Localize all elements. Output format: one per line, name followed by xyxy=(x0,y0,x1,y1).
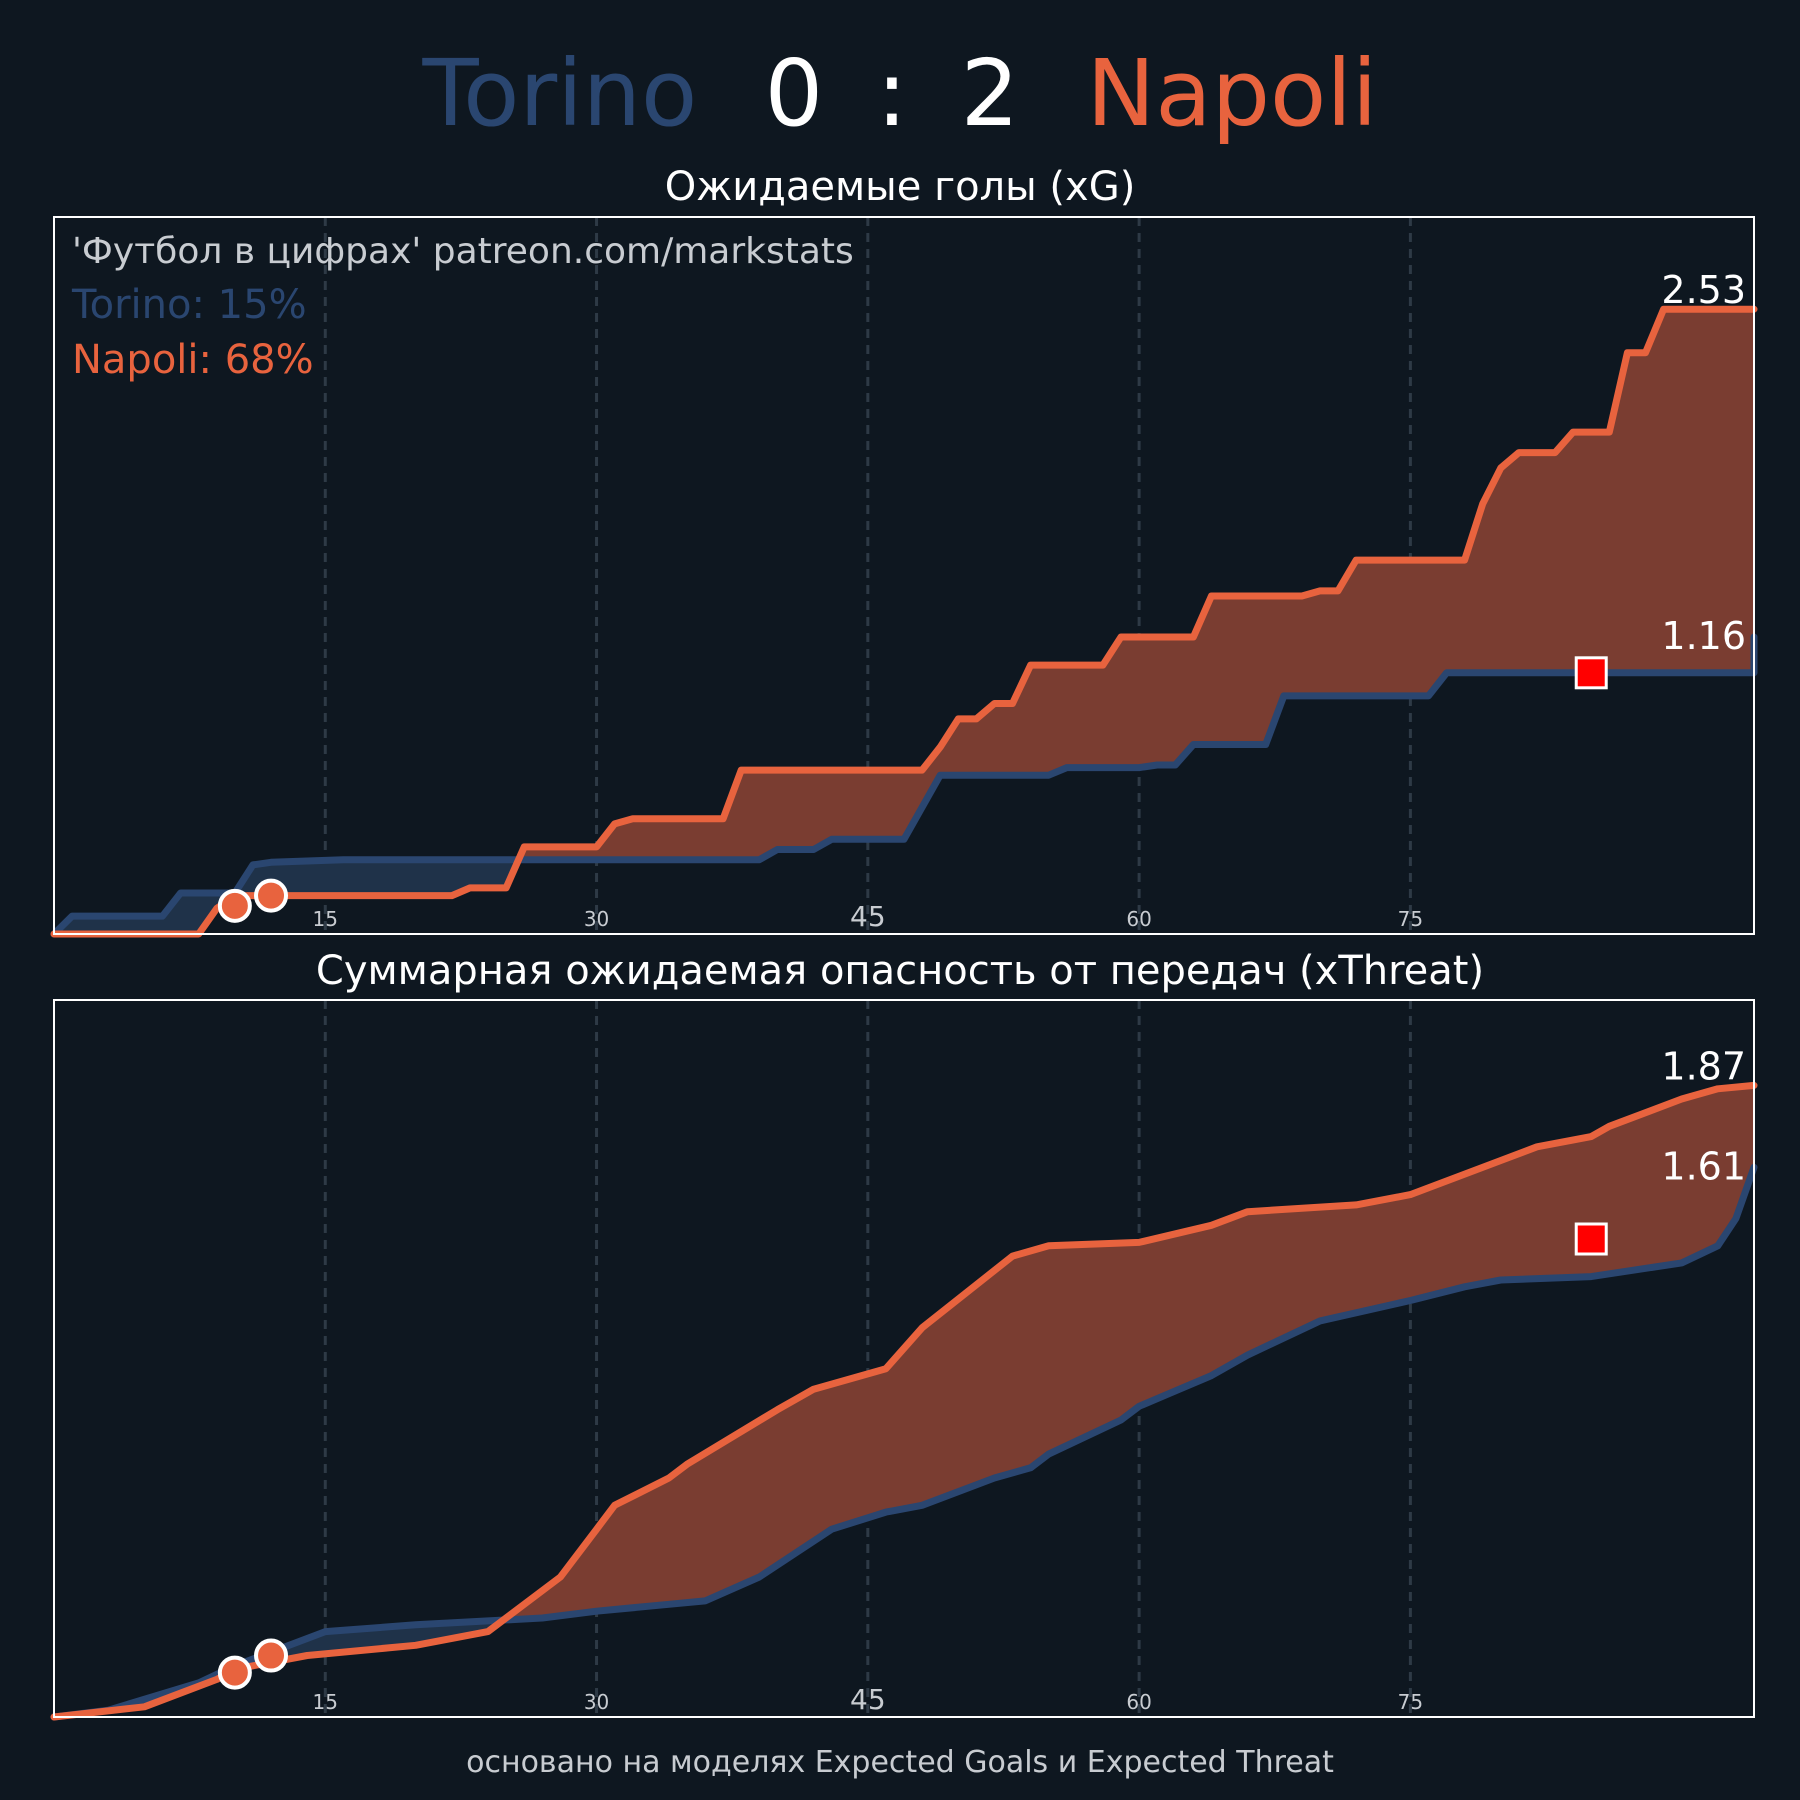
xg-end-label-napoli: 2.53 xyxy=(1661,268,1746,312)
match-header: Torino 0 : 2 Napoli xyxy=(422,40,1378,147)
xg-line-torino xyxy=(50,633,1758,938)
xthreat-red-card-marker xyxy=(1574,1222,1608,1256)
away-team-name: Napoli xyxy=(1086,40,1377,147)
xg-tick-label-15: 15 xyxy=(313,907,338,931)
xthreat-plot-frame xyxy=(53,999,1755,1718)
xg-panel: Ожидаемые голы (xG) 15 30 45 60 75 2.531.16 … xyxy=(50,164,1758,938)
xg-goal-marker-1 xyxy=(217,888,252,923)
footer-note: основано на моделях Expected Goals и Exp… xyxy=(466,1745,1334,1780)
score-separator: : xyxy=(876,40,907,147)
xthreat-tick-label-30: 30 xyxy=(584,1690,609,1714)
xg-line-napoli xyxy=(50,305,1758,938)
legend-napoli: Napoli: 68% xyxy=(72,337,314,383)
xthreat-goal-marker-2 xyxy=(254,1638,289,1673)
xg-tick-label-60: 60 xyxy=(1126,907,1151,931)
home-team-name: Torino xyxy=(422,40,698,147)
xthreat-tick-label-75: 75 xyxy=(1398,1690,1423,1714)
xthreat-panel: Суммарная ожидаемая опасность от передач… xyxy=(50,948,1758,1721)
home-score: 0 xyxy=(765,40,824,147)
xthreat-tick-label-45: 45 xyxy=(850,1683,886,1716)
away-score: 2 xyxy=(961,40,1020,147)
xg-tick-label-45: 45 xyxy=(850,900,886,933)
xthreat-end-label-torino: 1.61 xyxy=(1661,1144,1746,1188)
xthreat-area-away-ahead-1 xyxy=(502,1085,1754,1621)
xg-tick-label-75: 75 xyxy=(1398,907,1423,931)
xthreat-chart-title: Суммарная ожидаемая опасность от передач… xyxy=(316,948,1484,994)
xg-end-label-torino: 1.16 xyxy=(1661,614,1746,658)
watermark-annotation: 'Футбол в цифрах' patreon.com/markstats xyxy=(72,231,854,272)
xthreat-tick-label-15: 15 xyxy=(313,1690,338,1714)
xthreat-line-napoli xyxy=(50,1081,1758,1721)
xg-goal-marker-2 xyxy=(254,878,289,913)
xg-tick-label-30: 30 xyxy=(584,907,609,931)
xg-area-away-ahead-1 xyxy=(516,309,1754,865)
xg-red-card-marker xyxy=(1574,656,1608,690)
xthreat-end-label-napoli: 1.87 xyxy=(1661,1044,1746,1088)
xthreat-line-torino xyxy=(50,1163,1758,1721)
xg-chart-title: Ожидаемые голы (xG) xyxy=(665,164,1136,210)
xg-plot-frame xyxy=(53,216,1755,935)
xg-area-home-ahead-0 xyxy=(54,859,517,934)
legend-torino: Torino: 15% xyxy=(71,282,307,328)
xthreat-goal-marker-1 xyxy=(217,1655,252,1690)
xthreat-tick-label-60: 60 xyxy=(1126,1690,1151,1714)
